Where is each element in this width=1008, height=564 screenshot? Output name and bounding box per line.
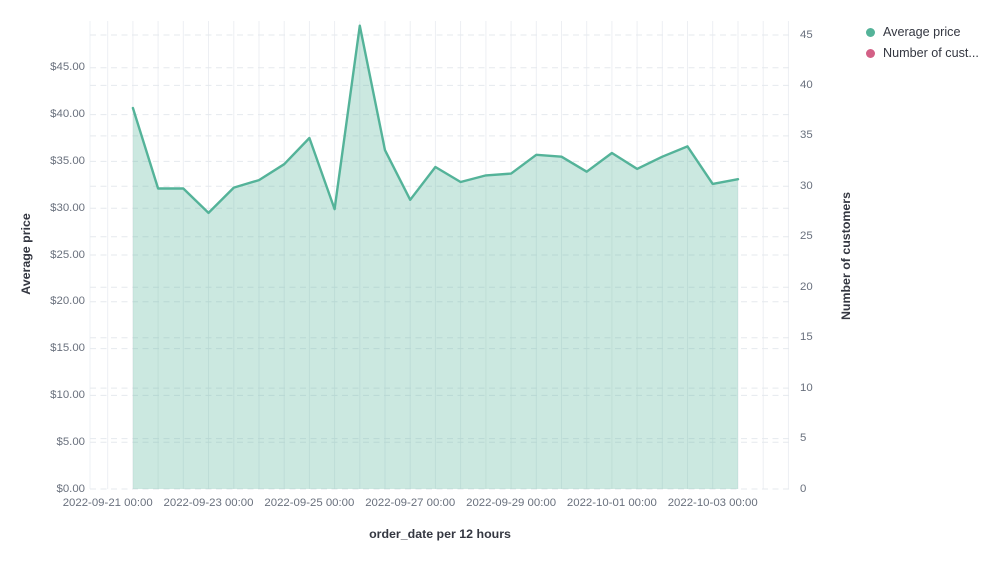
x-tick-label: 2022-09-25 00:00 [264, 497, 355, 509]
y-right-tick-label: 25 [800, 230, 813, 243]
y-left-tick-label: $5.00 [56, 435, 85, 448]
y-right-tick-label: 20 [800, 280, 813, 293]
legend-label-average-price: Average price [883, 25, 961, 39]
y-right-tick-label: 35 [800, 129, 813, 142]
x-axis-title: order_date per 12 hours [369, 527, 511, 541]
y-left-tick-label: $35.00 [50, 154, 85, 167]
y-right-tick-label: 15 [800, 331, 813, 344]
legend-item-number-of-customers[interactable]: Number of cust... [866, 46, 979, 60]
y-left-tick-label: $30.00 [50, 201, 85, 214]
y-left-tick-label: $40.00 [50, 108, 85, 121]
y-left-tick-label: $45.00 [50, 61, 85, 74]
y-left-tick-label: $10.00 [50, 388, 85, 401]
x-tick-label: 2022-10-01 00:00 [566, 497, 657, 509]
y-right-tick-label: 30 [800, 179, 813, 192]
y-axis-right-title: Number of customers [839, 191, 853, 321]
y-left-tick-label: $0.00 [56, 482, 85, 495]
y-right-tick-label: 40 [800, 78, 813, 91]
y-axis-left-title: Average price [19, 213, 33, 295]
x-tick-label: 2022-09-29 00:00 [466, 497, 557, 509]
x-tick-label: 2022-09-23 00:00 [163, 497, 254, 509]
chart-legend: Average price Number of cust... [866, 25, 979, 60]
x-tick-label: 2022-09-21 00:00 [62, 497, 153, 509]
y-right-tick-label: 10 [800, 381, 813, 394]
y-left-tick-label: $25.00 [50, 248, 85, 261]
y-right-tick-label: 0 [800, 482, 807, 495]
y-right-tick-label: 5 [800, 432, 807, 445]
legend-item-average-price[interactable]: Average price [866, 25, 979, 39]
series-color-dot-icon [866, 27, 875, 37]
series-color-dot-icon [866, 48, 875, 58]
y-left-tick-label: $20.00 [50, 295, 85, 308]
legend-label-number-of-customers: Number of cust... [883, 46, 979, 60]
x-tick-label: 2022-10-03 00:00 [667, 497, 758, 509]
y-right-tick-label: 45 [800, 28, 813, 41]
x-tick-label: 2022-09-27 00:00 [365, 497, 456, 509]
y-left-tick-label: $15.00 [50, 342, 85, 355]
